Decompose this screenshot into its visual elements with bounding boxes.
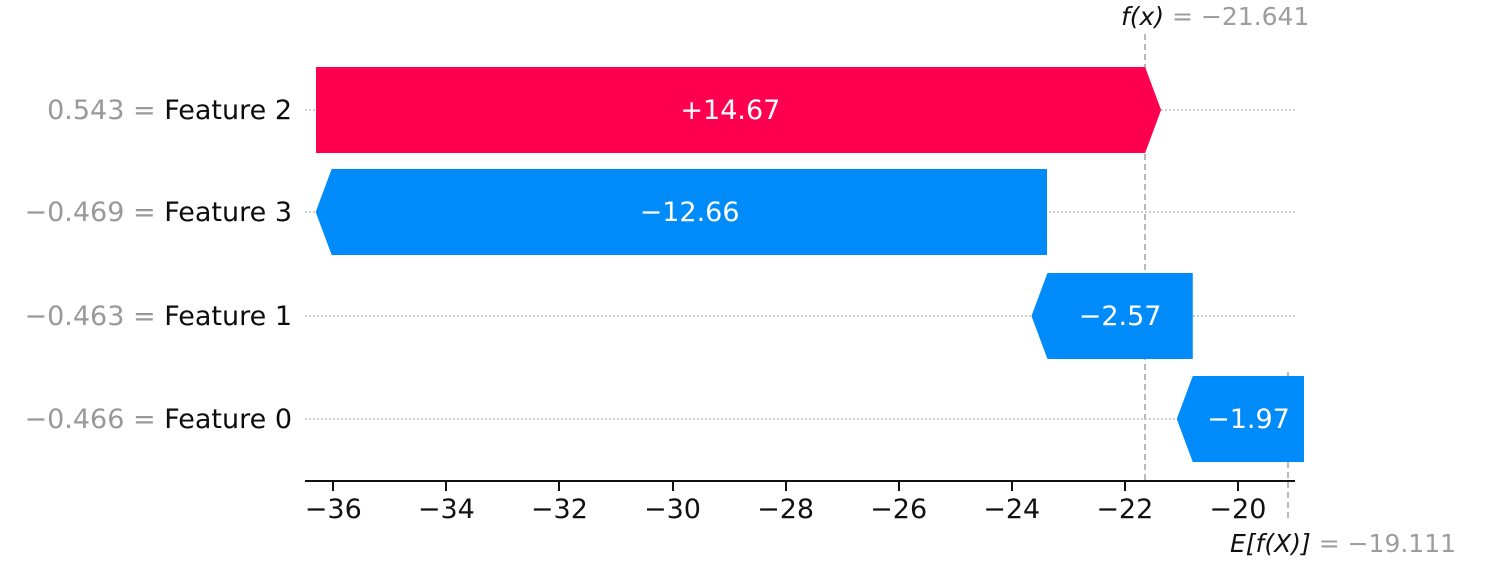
feature-name: Feature 2 — [164, 95, 292, 126]
bar-value-label: −12.66 — [639, 196, 740, 228]
fx-eq-value: = −21.641 — [1164, 2, 1310, 31]
x-axis-line — [305, 480, 1295, 482]
shap-bar-feature-1: −2.57 — [1031, 273, 1193, 359]
fx-math-label: f(x) — [1121, 2, 1165, 31]
x-tick-label: −24 — [983, 494, 1041, 525]
x-tick-label: −34 — [417, 494, 475, 525]
x-tick — [332, 482, 335, 491]
base-math-label: E[f(X)] — [1230, 529, 1311, 558]
x-tick-label: −28 — [757, 494, 815, 525]
x-tick — [558, 482, 561, 491]
base-eq-value: = −19.111 — [1310, 529, 1457, 558]
feature-name: Feature 0 — [164, 404, 292, 435]
x-tick-label: −26 — [870, 494, 928, 525]
x-tick-label: −30 — [644, 494, 701, 525]
x-tick — [1123, 482, 1126, 491]
x-tick — [671, 482, 674, 491]
x-tick — [784, 482, 787, 491]
row-label: −0.469 = Feature 3 — [0, 199, 292, 226]
feature-name: Feature 1 — [164, 301, 292, 332]
feature-value: −0.469 = — [24, 197, 165, 228]
row-label: −0.466 = Feature 0 — [0, 406, 292, 433]
feature-name: Feature 3 — [164, 197, 292, 228]
x-tick — [1010, 482, 1013, 491]
row-label: −0.463 = Feature 1 — [0, 303, 292, 330]
x-tick-label: −36 — [304, 494, 362, 525]
x-tick — [897, 482, 900, 491]
bar-value-label: −1.97 — [1207, 403, 1290, 435]
shap-bar-feature-3: −12.66 — [315, 169, 1048, 255]
feature-value: −0.463 = — [24, 301, 165, 332]
x-tick-label: −32 — [530, 494, 588, 525]
row-gridline — [305, 315, 1295, 317]
feature-value: −0.466 = — [24, 404, 165, 435]
fx-annotation: f(x) = −21.641 — [1121, 4, 1309, 29]
x-tick-label: −22 — [1096, 494, 1154, 525]
x-tick-label: −20 — [1209, 494, 1267, 525]
bar-value-label: +14.67 — [680, 94, 781, 126]
feature-value: 0.543 = — [47, 95, 165, 126]
fx-reference-line — [1144, 34, 1147, 480]
shap-bar-feature-2: +14.67 — [316, 67, 1161, 153]
row-label: 0.543 = Feature 2 — [0, 97, 292, 124]
row-gridline — [305, 418, 1295, 420]
x-tick — [1236, 482, 1239, 491]
base-value-annotation: E[f(X)] = −19.111 — [1230, 531, 1456, 556]
bar-value-label: −2.57 — [1078, 300, 1162, 332]
x-tick — [445, 482, 448, 491]
shap-bar-feature-0: −1.97 — [1176, 376, 1305, 462]
